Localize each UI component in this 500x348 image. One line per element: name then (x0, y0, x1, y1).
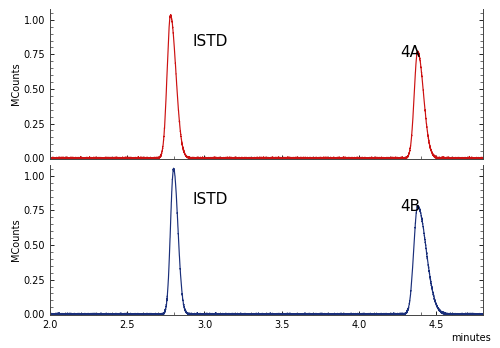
Text: 4B: 4B (400, 199, 421, 214)
Y-axis label: MCounts: MCounts (10, 62, 20, 105)
Text: 4A: 4A (400, 45, 420, 60)
Text: ISTD: ISTD (192, 192, 228, 207)
Text: ISTD: ISTD (192, 34, 228, 49)
Y-axis label: MCounts: MCounts (10, 219, 20, 261)
X-axis label: minutes: minutes (452, 333, 491, 342)
